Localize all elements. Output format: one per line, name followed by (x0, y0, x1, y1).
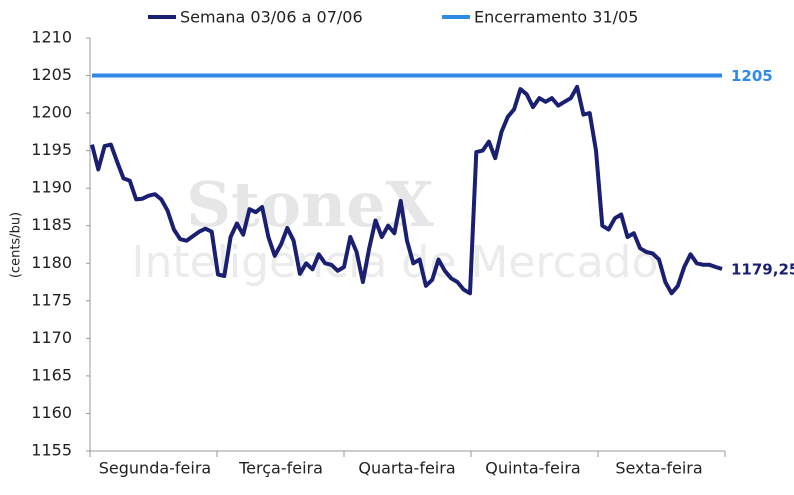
y-tick-label: 1180 (31, 253, 72, 272)
y-tick-label: 1155 (31, 441, 72, 460)
y-tick-label: 1210 (31, 28, 72, 47)
legend-label: Encerramento 31/05 (474, 8, 638, 27)
x-tick-label: Terça-feira (238, 459, 323, 478)
y-tick-label: 1175 (31, 290, 72, 309)
y-tick-label: 1165 (31, 365, 72, 384)
y-axis-label: (cents/bu) (9, 212, 24, 278)
y-tick-label: 1185 (31, 215, 72, 234)
y-tick-label: 1160 (31, 403, 72, 422)
y-tick-label: 1195 (31, 140, 72, 159)
series-line (90, 84, 723, 296)
end-label: 1179,25 (731, 260, 794, 278)
x-tick-label: Quinta-feira (485, 459, 580, 478)
x-tick-label: Sexta-feira (615, 459, 702, 478)
y-tick-label: 1200 (31, 103, 72, 122)
x-tick-label: Segunda-feira (99, 459, 211, 478)
y-tick-label: 1190 (31, 178, 72, 197)
watermark-sub: Inteligência de Mercado (131, 237, 658, 288)
y-tick-label: 1205 (31, 65, 72, 84)
end-label: 1205 (731, 67, 773, 85)
y-tick-label: 1170 (31, 328, 72, 347)
watermark-brand: StoneX (186, 168, 434, 241)
x-tick-label: Quarta-feira (358, 459, 455, 478)
legend-label: Semana 03/06 a 07/06 (180, 8, 363, 27)
